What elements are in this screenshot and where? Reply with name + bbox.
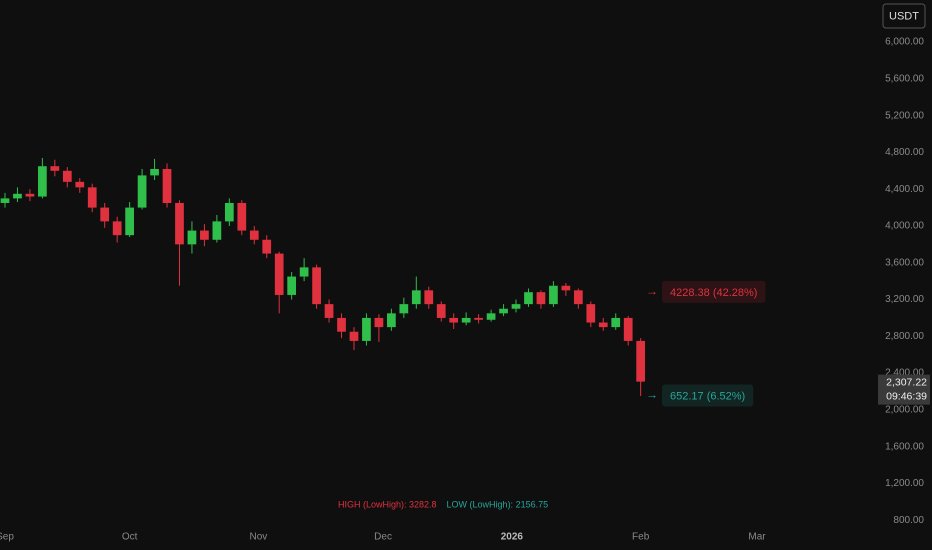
candle-body (100, 207, 110, 222)
candle-body (349, 331, 359, 341)
candle-body (87, 187, 97, 208)
candle-body (399, 304, 409, 314)
candle-body (262, 239, 272, 254)
currency-button[interactable] (882, 3, 926, 29)
candle-body (636, 340, 646, 382)
candle-body (474, 317, 483, 320)
target-arrow: → (646, 388, 658, 402)
candle-body (586, 304, 596, 323)
candle-body (274, 253, 284, 295)
target-arrow: → (646, 284, 658, 298)
candle-body (611, 317, 621, 328)
candle-body (0, 198, 10, 203)
candle-body (411, 290, 421, 305)
x-tick-label: Mar (748, 532, 766, 543)
y-tick-label: 3,200.00 (885, 294, 924, 305)
candle-body (312, 267, 321, 305)
candle-body (524, 292, 533, 305)
candle-body (374, 317, 384, 328)
candle-body (461, 317, 471, 323)
candle-body (499, 308, 508, 314)
candle-body (573, 290, 583, 305)
target-label: 652.17 (6.52%) (670, 390, 745, 402)
candle-body (137, 175, 147, 208)
y-tick-label: 1,600.00 (885, 441, 924, 452)
candle-body (623, 317, 633, 341)
candle-body (75, 181, 85, 188)
y-tick-label: 2,000.00 (885, 405, 924, 416)
y-tick-label: 3,600.00 (885, 257, 924, 268)
candle-body (511, 304, 521, 309)
x-tick-label: Feb (632, 532, 650, 543)
y-tick-label: 2,400.00 (885, 368, 924, 379)
candle-body (337, 317, 346, 332)
x-tick-label: Sep (0, 532, 14, 543)
candle-body (175, 202, 184, 245)
candle-body (387, 313, 396, 328)
candle-body (212, 221, 222, 240)
candle-body (125, 207, 134, 236)
candle-body (561, 285, 571, 291)
target-box (662, 384, 754, 407)
candle-body (38, 166, 47, 197)
candle-body (237, 202, 247, 231)
candle-body (436, 304, 446, 318)
y-tick-label: 2,800.00 (885, 331, 924, 342)
candle-body (13, 193, 22, 199)
candle-body (224, 202, 234, 222)
y-tick-label: 4,000.00 (885, 221, 924, 232)
target-box (662, 280, 766, 303)
y-tick-label: 800.00 (893, 515, 924, 526)
candle-body (299, 267, 309, 277)
candle-body (287, 276, 297, 295)
y-tick-label: 4,800.00 (885, 147, 924, 158)
x-tick-label: Dec (374, 532, 392, 543)
countdown: 09:46:39 (886, 390, 927, 402)
candle-body (449, 317, 459, 323)
x-tick-label: 2026 (501, 532, 524, 543)
footer-low: LOW (LowHigh): 2156.75 (447, 499, 549, 509)
candle-body (162, 168, 172, 203)
candle-body (62, 170, 72, 182)
candle-body (187, 230, 197, 245)
candle-body (150, 168, 159, 176)
candle-body (486, 313, 496, 320)
candle-body (324, 304, 334, 318)
target-label: 4228.38 (42.28%) (670, 287, 757, 299)
x-tick-label: Nov (250, 532, 268, 543)
last-price-label: 2,307.22 (886, 376, 927, 388)
candle-body (549, 285, 558, 305)
candle-body (424, 290, 434, 305)
y-tick-label: 5,600.00 (885, 73, 924, 84)
x-tick-label: Oct (122, 532, 138, 543)
y-tick-label: 1,200.00 (885, 478, 924, 489)
y-tick-label: 6,000.00 (885, 37, 924, 48)
candle-body (536, 292, 546, 305)
candle-body (25, 193, 35, 197)
footer-high: HIGH (LowHigh): 3282.8 (338, 499, 437, 509)
candle-body (200, 230, 209, 240)
y-tick-label: 4,400.00 (885, 184, 924, 195)
candle-body (249, 230, 259, 240)
last-price-tag (878, 374, 930, 405)
candle-body (112, 221, 122, 236)
candle-body (598, 322, 608, 328)
y-tick-label: 5,200.00 (885, 110, 924, 121)
candle-body (362, 317, 371, 341)
currency-label[interactable]: USDT (889, 10, 919, 22)
candle-body (50, 166, 60, 171)
